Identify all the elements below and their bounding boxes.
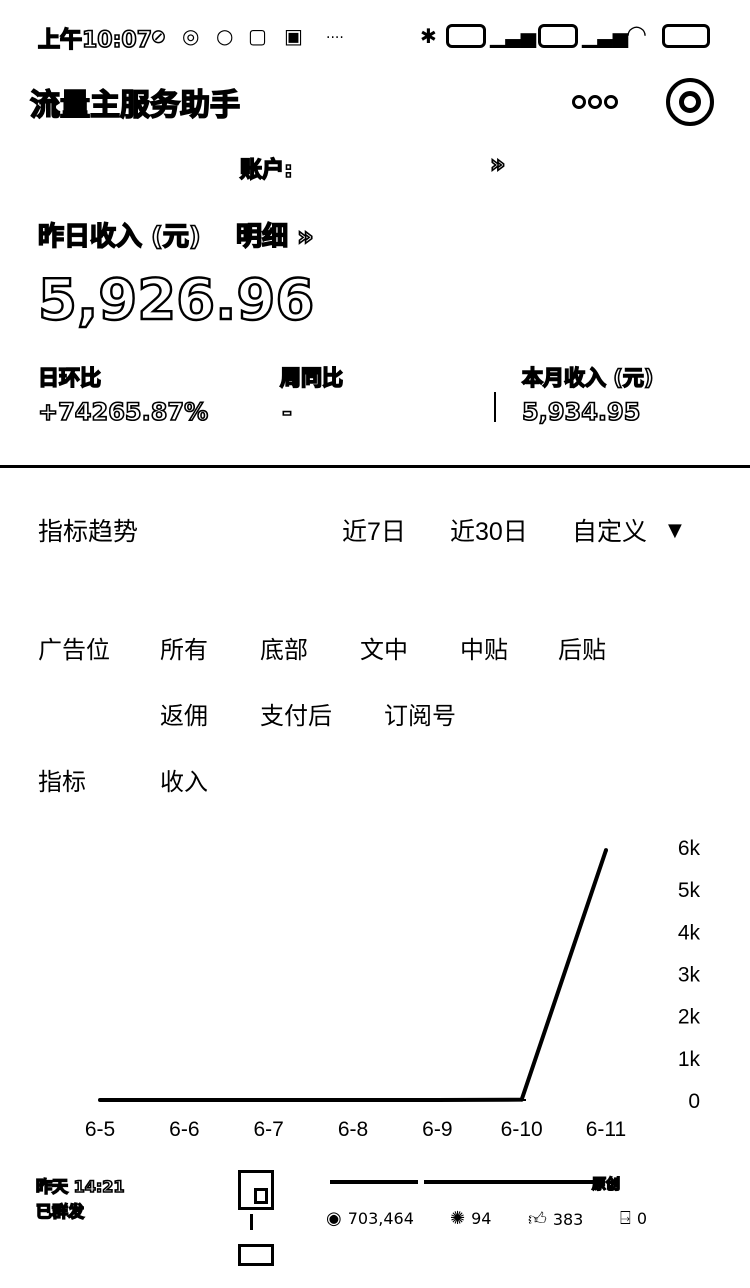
trend-title: 指标趋势	[38, 518, 139, 546]
forward-count-value: 0	[636, 1209, 647, 1228]
day-over-day-label: 日环比	[37, 365, 102, 391]
ad-position-all[interactable]: 所有	[160, 637, 208, 664]
close-button[interactable]	[666, 78, 714, 126]
yesterday-income-value: 5,926.96	[37, 267, 316, 334]
share-count: ✺ 94	[450, 1208, 491, 1229]
status-bar: 上午10:07 ⊘ ◎ ○ ▢ ▣ ···· ✱ ▁▃▅ ▁▃▅ ◠	[0, 0, 750, 70]
data-point	[604, 848, 608, 853]
thumbs-up-icon: 👍︎	[528, 1209, 547, 1230]
yesterday-income-label: 昨日收入 (元)	[37, 221, 201, 253]
month-income-label: 本月收入 (元)	[521, 365, 654, 391]
metric-label: 指标	[38, 769, 86, 796]
more-dots-icon	[572, 95, 586, 109]
day-over-day-value: +74265.87%	[37, 397, 209, 427]
forward-count: ⍈ 0	[620, 1208, 647, 1229]
x-tick-label: 6-9	[422, 1118, 452, 1141]
metric-income[interactable]: 收入	[160, 769, 208, 796]
account-switch-button[interactable]: »	[489, 149, 506, 179]
signal-bars-icon: ▁▃▅	[582, 24, 629, 48]
more-dots-icon	[604, 95, 618, 109]
ad-position-mid-roll[interactable]: 中贴	[460, 637, 508, 664]
like-count-value: 383	[552, 1209, 584, 1229]
signal-bars-icon: ▁▃▅	[490, 24, 537, 48]
like-count: 👍︎ 383	[528, 1208, 583, 1230]
share-count-value: 94	[471, 1209, 492, 1228]
notification-icon: ▢	[248, 24, 267, 48]
week-over-week-label: 周同比	[279, 365, 344, 391]
ad-position-bottom[interactable]: 底部	[260, 637, 308, 664]
income-series-line	[100, 849, 608, 1102]
share-icon: ✺	[450, 1208, 466, 1229]
data-point	[266, 1098, 271, 1102]
more-button[interactable]	[566, 80, 638, 122]
no-disturb-icon: ⊘	[150, 24, 167, 48]
tab-custom-range[interactable]: 自定义	[572, 518, 648, 546]
week-over-week-value: -	[281, 397, 293, 427]
sync-icon: ◎	[182, 24, 200, 48]
signal-icon: ▣	[284, 24, 303, 48]
wifi-icon: ◠	[626, 20, 647, 48]
status-time: 上午10:07	[37, 27, 153, 54]
stat-divider	[494, 392, 496, 422]
ad-position-rebate[interactable]: 返佣	[160, 703, 208, 730]
x-tick-label: 6-7	[253, 1118, 283, 1141]
more-icon: ····	[326, 30, 344, 46]
y-tick-label: 0	[688, 1090, 700, 1113]
x-tick-label: 6-11	[586, 1118, 626, 1141]
read-count-value: 703,464	[347, 1209, 414, 1228]
tab-last-7-days[interactable]: 近7日	[342, 518, 406, 546]
y-tick-label: 2k	[678, 1006, 701, 1029]
y-tick-label: 4k	[678, 921, 701, 944]
article-thumbnail[interactable]	[238, 1170, 274, 1210]
chevron-down-icon[interactable]: ▼	[668, 520, 682, 541]
more-dots-icon	[588, 95, 602, 109]
app-title: 流量主服务助手	[29, 87, 241, 124]
month-income-value: 5,934.95	[521, 397, 641, 427]
data-point	[182, 1098, 187, 1102]
y-tick-label: 6k	[678, 837, 701, 860]
eye-icon: ◉	[326, 1208, 342, 1229]
close-circle-icon	[679, 91, 701, 113]
ad-position-after-payment[interactable]: 支付后	[260, 703, 332, 730]
x-tick-label: 6-8	[338, 1118, 368, 1141]
share-out-icon: ⍈	[620, 1208, 631, 1229]
y-tick-label: 5k	[678, 879, 701, 902]
data-point	[98, 1098, 102, 1102]
ad-position-subscription[interactable]: 订阅号	[384, 703, 456, 730]
ad-position-in-article[interactable]: 文中	[360, 637, 408, 664]
article-title-redacted[interactable]	[330, 1180, 418, 1184]
article-thumbnail-secondary[interactable]	[238, 1244, 274, 1266]
section-divider	[0, 465, 750, 468]
x-tick-label: 6-10	[501, 1118, 543, 1141]
y-tick-label: 3k	[678, 964, 701, 987]
hd-icon	[538, 24, 578, 48]
bluetooth-icon: ✱	[420, 24, 437, 48]
data-point	[351, 1098, 355, 1102]
article-status: 已群发	[35, 1201, 85, 1222]
read-count: ◉ 703,464	[326, 1208, 414, 1229]
ad-position-label: 广告位	[38, 637, 110, 664]
account-label: 账户:	[239, 157, 293, 184]
data-point	[435, 1098, 440, 1102]
x-tick-label: 6-6	[169, 1118, 199, 1141]
thumbnail-divider	[250, 1214, 253, 1230]
data-point	[519, 1097, 524, 1102]
article-title-redacted[interactable]	[424, 1180, 594, 1184]
y-tick-label: 1k	[678, 1048, 701, 1071]
original-tag: 原创	[591, 1176, 621, 1194]
income-trend-chart: 0 1k 2k 3k 4k 5k 6k 6-5 6-6 6-7 6-8 6-9 6-10 6-11	[85, 837, 701, 1141]
tab-last-30-days[interactable]: 近30日	[450, 518, 528, 546]
article-time: 昨天 14:21	[35, 1176, 125, 1197]
x-tick-label: 6-5	[85, 1118, 115, 1141]
detail-link[interactable]: 明细 »	[235, 221, 314, 253]
battery-icon	[662, 24, 710, 48]
dot-icon: ○	[216, 24, 234, 48]
hd-icon	[446, 24, 486, 48]
ad-position-post-roll[interactable]: 后贴	[558, 637, 606, 664]
